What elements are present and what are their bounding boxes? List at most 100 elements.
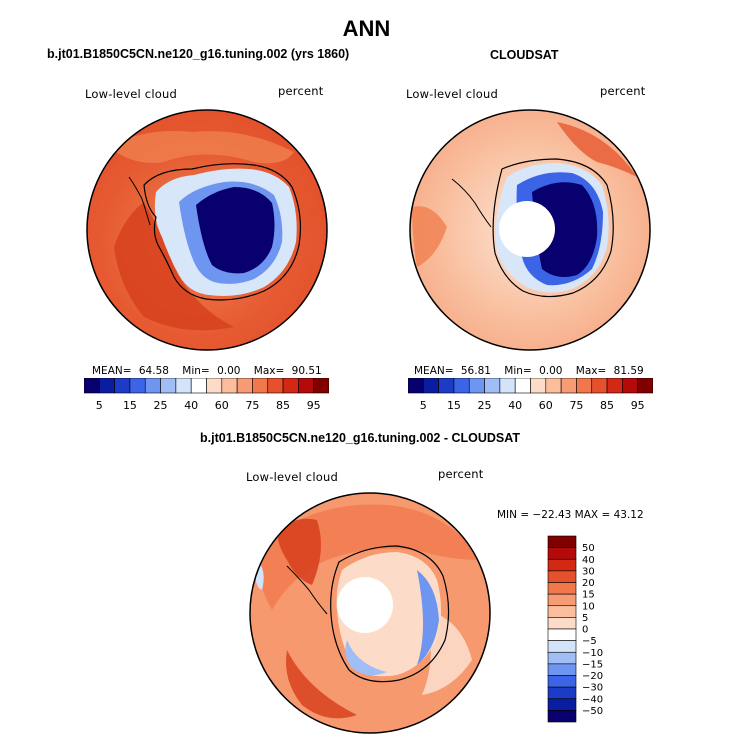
panel-3-colorbar-swatch-5 bbox=[547, 593, 577, 607]
panel-1-colorbar-swatch-10 bbox=[236, 378, 253, 394]
panel-3-colorbar-swatch-9 bbox=[547, 640, 577, 653]
panel-1-title: b.jt01.B1850C5CN.ne120_g16.tuning.002 (y… bbox=[47, 47, 350, 61]
panel-3-colorbar-label-5: 10 bbox=[582, 601, 595, 612]
panel-2-colorbar-swatch-14 bbox=[622, 378, 638, 394]
panel-3-colorbar-label-6: 5 bbox=[582, 613, 588, 624]
panel-2-colorbar-label-1: 15 bbox=[447, 399, 461, 412]
panel-1-colorbar-label-4: 60 bbox=[215, 399, 229, 412]
panel-3-polar-map bbox=[249, 492, 491, 734]
panel-3-colorbar-swatch-1 bbox=[547, 547, 577, 560]
panel-2-colorbar-swatch-12 bbox=[591, 378, 608, 394]
panel-3-colorbar-swatch-2 bbox=[547, 558, 577, 572]
panel-3-variable-label: Low-level cloud bbox=[246, 470, 338, 484]
panel-3-colorbar-label-14: −50 bbox=[582, 706, 603, 717]
panel-1-units-label: percent bbox=[278, 84, 324, 98]
panel-2-colorbar-swatch-10 bbox=[560, 378, 577, 394]
panel-3-colorbar-label-9: −10 bbox=[582, 648, 603, 659]
panel-2-mid-patch bbox=[412, 206, 447, 267]
panel-3-colorbar-swatch-10 bbox=[547, 651, 577, 665]
panel-3-colorbar-swatch-11 bbox=[547, 663, 577, 676]
panel-1-colorbar-label-3: 40 bbox=[184, 399, 198, 412]
panel-1-polar-map bbox=[86, 109, 328, 351]
panel-1-colorbar-swatch-11 bbox=[252, 378, 269, 394]
panel-1-colorbar-swatch-8 bbox=[206, 378, 223, 394]
panel-2-colorbar-swatch-15 bbox=[637, 378, 653, 394]
panel-1-colorbar-swatch-12 bbox=[267, 378, 284, 394]
panel-1-colorbar-swatch-15 bbox=[313, 378, 329, 394]
panel-1-colorbar-label-1: 15 bbox=[123, 399, 137, 412]
panel-3-colorbar-swatch-15 bbox=[547, 710, 577, 723]
panel-1-colorbar: 5 15 25 40 60 75 85 95 bbox=[84, 378, 329, 412]
panel-2-stats: MEAN= 56.81 Min= 0.00 Max= 81.59 bbox=[414, 365, 644, 377]
panel-2-colorbar-label-3: 40 bbox=[508, 399, 522, 412]
panel-1-colorbar-swatch-1 bbox=[99, 378, 115, 394]
panel-3-colorbar-label-10: −15 bbox=[582, 659, 603, 670]
panel-3-map-border bbox=[249, 492, 491, 734]
panel-3-colorbar-swatch-6 bbox=[547, 605, 577, 618]
panel-1-peninsula-coast bbox=[128, 176, 151, 226]
panel-3-colorbar-label-1: 40 bbox=[582, 555, 595, 566]
panel-2-colorbar-swatch-13 bbox=[606, 378, 623, 394]
panel-3-colorbar-swatch-13 bbox=[547, 686, 577, 700]
panel-3-colorbar-label-8: −5 bbox=[582, 636, 597, 647]
panel-3-dark-red-patch bbox=[277, 518, 321, 585]
panel-2-map-border bbox=[409, 109, 651, 351]
panel-1-colorbar-swatch-14 bbox=[298, 378, 314, 394]
panel-2-colorbar-swatch-9 bbox=[545, 378, 562, 394]
panel-2-colorbar-label-2: 25 bbox=[478, 399, 492, 412]
panel-1-colorbar-label-7: 95 bbox=[307, 399, 321, 412]
panel-2-colorbar-swatch-0 bbox=[408, 378, 424, 394]
panel-3-colorbar-swatch-4 bbox=[547, 582, 577, 595]
panel-3-antarctica-light-blue bbox=[345, 640, 387, 676]
panel-3-colorbar-label-3: 20 bbox=[582, 578, 595, 589]
panel-3-stats: MIN = −22.43 MAX = 43.12 bbox=[497, 509, 644, 521]
panel-3-units-label: percent bbox=[438, 467, 484, 481]
panel-2-colorbar-label-7: 95 bbox=[631, 399, 645, 412]
panel-1-colorbar-swatch-0 bbox=[84, 378, 100, 394]
panel-3-colorbar-swatch-14 bbox=[547, 698, 577, 711]
panel-3-title: b.jt01.B1850C5CN.ne120_g16.tuning.002 - … bbox=[200, 431, 520, 445]
panel-2-polar-map bbox=[409, 109, 651, 351]
panel-1-map-border bbox=[86, 109, 328, 351]
panel-1-colorbar-label-2: 25 bbox=[154, 399, 168, 412]
panel-2-colorbar-swatch-6 bbox=[499, 378, 516, 394]
panel-2-colorbar-swatch-8 bbox=[530, 378, 547, 394]
panel-2-colorbar: 5 15 25 40 60 75 85 95 bbox=[408, 378, 653, 412]
panel-3-colorbar-label-13: −40 bbox=[582, 694, 603, 705]
panel-2-peninsula-coast bbox=[451, 178, 492, 228]
panel-1-colorbar-label-6: 85 bbox=[276, 399, 290, 412]
panel-3-colorbar-label-4: 15 bbox=[582, 590, 595, 601]
panel-2-colorbar-label-6: 85 bbox=[600, 399, 614, 412]
panel-3-colorbar-swatch-3 bbox=[547, 570, 577, 583]
panel-3-coastline bbox=[330, 545, 450, 683]
panel-2-title: CLOUDSAT bbox=[490, 48, 559, 62]
panel-1-colorbar-swatch-4 bbox=[144, 378, 161, 394]
panel-1-variable-label: Low-level cloud bbox=[85, 87, 177, 101]
panel-1-stats: MEAN= 64.58 Min= 0.00 Max= 90.51 bbox=[92, 365, 322, 377]
panel-3-colorbar-label-0: 50 bbox=[582, 543, 595, 554]
panel-2-red-patch bbox=[557, 122, 637, 177]
panel-1-darker-band bbox=[114, 202, 234, 331]
panel-1-colorbar-swatch-6 bbox=[175, 378, 192, 394]
panel-1-colorbar-swatch-2 bbox=[114, 378, 131, 394]
panel-2-variable-label: Low-level cloud bbox=[406, 87, 498, 101]
page-title: ANN bbox=[342, 16, 391, 41]
panel-1-coastline bbox=[143, 163, 302, 301]
panel-3-colorbar-swatch-8 bbox=[547, 628, 577, 641]
panel-3-peninsula-coast bbox=[286, 565, 328, 615]
panel-2-colorbar-swatch-1 bbox=[423, 378, 439, 394]
panel-3-colorbar-swatch-7 bbox=[547, 617, 577, 630]
panel-1-colorbar-swatch-7 bbox=[190, 378, 207, 394]
panel-3-colorbar-swatch-12 bbox=[547, 675, 577, 688]
panel-1-colorbar-label-0: 5 bbox=[96, 399, 103, 412]
panel-2-colorbar-swatch-4 bbox=[468, 378, 485, 394]
panel-3-dark-red-south bbox=[286, 650, 357, 719]
panel-2-antarctica-dark bbox=[532, 182, 598, 277]
panel-3-colorbar-label-7: 0 bbox=[582, 625, 588, 636]
panel-3-colorbar-label-11: −20 bbox=[582, 671, 603, 682]
panel-2-no-data-hole bbox=[499, 201, 555, 257]
panel-3-colorbar-label-12: −30 bbox=[582, 683, 603, 694]
panel-2-units-label: percent bbox=[600, 84, 646, 98]
panel-2-colorbar-swatch-3 bbox=[453, 378, 470, 394]
